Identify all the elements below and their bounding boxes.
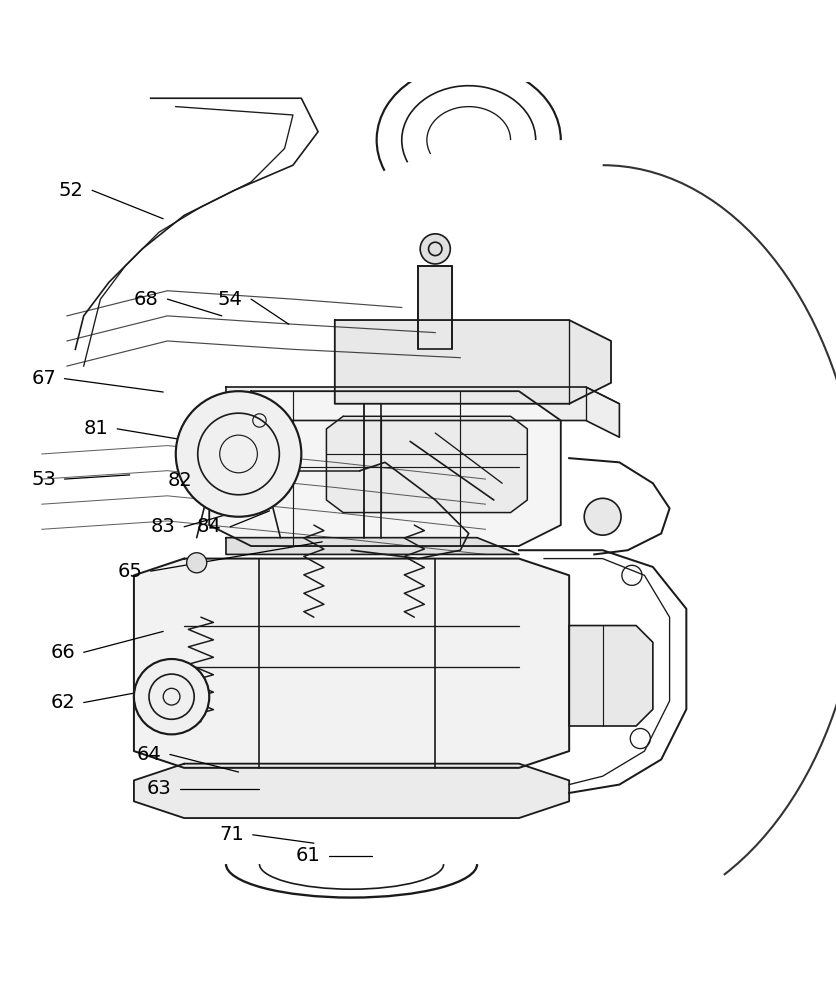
Polygon shape xyxy=(134,764,568,818)
Text: 71: 71 xyxy=(219,825,244,844)
Circle shape xyxy=(420,234,450,264)
Text: 84: 84 xyxy=(196,517,222,536)
Text: 66: 66 xyxy=(50,643,75,662)
Text: 53: 53 xyxy=(31,470,56,489)
Text: 64: 64 xyxy=(136,745,161,764)
Text: 67: 67 xyxy=(31,369,56,388)
Text: 52: 52 xyxy=(59,181,84,200)
Polygon shape xyxy=(418,266,451,349)
Circle shape xyxy=(134,659,209,734)
Text: 68: 68 xyxy=(134,290,159,309)
Text: 62: 62 xyxy=(50,693,75,712)
Circle shape xyxy=(186,553,206,573)
Polygon shape xyxy=(226,387,619,437)
Circle shape xyxy=(584,498,620,535)
Circle shape xyxy=(176,391,301,517)
Text: 54: 54 xyxy=(217,290,242,309)
Polygon shape xyxy=(226,538,518,554)
Text: 83: 83 xyxy=(150,517,176,536)
Polygon shape xyxy=(209,391,560,546)
Polygon shape xyxy=(134,559,568,768)
Text: 63: 63 xyxy=(146,779,171,798)
Text: 65: 65 xyxy=(117,562,142,581)
Polygon shape xyxy=(334,320,610,404)
Text: 61: 61 xyxy=(295,846,320,865)
Polygon shape xyxy=(326,416,527,513)
Text: 82: 82 xyxy=(167,471,192,490)
Polygon shape xyxy=(568,626,652,726)
Text: 81: 81 xyxy=(84,419,109,438)
